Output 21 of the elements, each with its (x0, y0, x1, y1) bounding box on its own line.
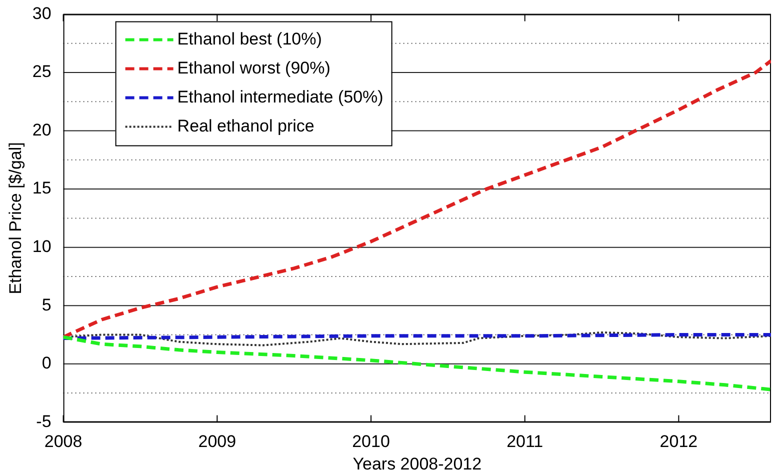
x-tick-label: 2011 (506, 432, 544, 452)
legend-label: Real ethanol price (177, 116, 314, 136)
x-axis-title: Years 2008-2012 (352, 454, 482, 474)
y-tick-label: 25 (32, 62, 52, 82)
x-tick-label: 2012 (660, 432, 698, 452)
legend-label: Ethanol intermediate (50%) (177, 87, 384, 106)
x-tick-label: 2008 (44, 432, 82, 452)
x-tick-label: 2010 (352, 432, 390, 452)
y-tick-label: 20 (32, 120, 52, 140)
legend-label: Ethanol worst (90%) (177, 58, 330, 78)
y-tick-label: -5 (36, 412, 52, 431)
legend-label: Ethanol best (10%) (177, 29, 322, 48)
line-series (63, 59, 771, 339)
y-axis-title: Ethanol Price [$/gal] (6, 142, 25, 294)
y-tick-label: 30 (32, 4, 52, 23)
line-series (63, 335, 771, 392)
y-tick-label: 0 (42, 354, 52, 373)
y-tick-label: 5 (42, 295, 52, 314)
y-tick-label: 10 (32, 237, 52, 256)
y-tick-label: 15 (32, 178, 52, 198)
x-tick-label: 2009 (198, 432, 236, 452)
